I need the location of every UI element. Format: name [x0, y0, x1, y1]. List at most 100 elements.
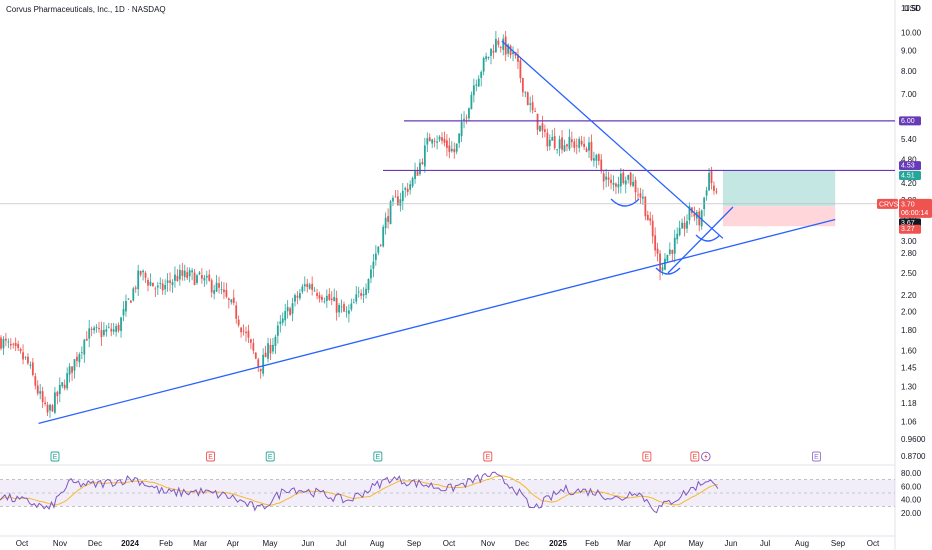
time-tick: Aug — [795, 539, 809, 548]
candle — [595, 153, 598, 169]
candle — [210, 278, 213, 298]
candle — [171, 279, 174, 293]
candle — [323, 297, 326, 304]
target-tag: 4.51 — [899, 170, 921, 180]
candle — [274, 334, 277, 354]
candle — [235, 301, 238, 324]
candle — [242, 324, 245, 336]
candle — [27, 353, 29, 366]
candle — [34, 373, 37, 390]
candle — [477, 75, 480, 87]
candle — [357, 286, 360, 298]
candle — [186, 267, 189, 280]
candle — [230, 298, 233, 305]
earnings-marker[interactable]: E — [373, 451, 383, 462]
candle — [541, 115, 544, 138]
time-tick: May — [688, 539, 703, 548]
candle — [22, 344, 24, 365]
candle — [490, 48, 492, 65]
candle — [661, 264, 664, 276]
candle — [654, 227, 657, 257]
candle — [590, 134, 593, 162]
candle — [338, 302, 340, 318]
candle — [360, 289, 363, 300]
earnings-marker[interactable]: E — [690, 451, 700, 462]
candle — [2, 336, 5, 356]
candle — [132, 286, 135, 302]
candle — [624, 176, 627, 194]
candle — [423, 137, 426, 173]
candle — [103, 322, 105, 337]
earnings-marker[interactable]: E — [642, 451, 652, 462]
candle — [683, 216, 686, 237]
candle — [76, 351, 78, 367]
candle — [100, 321, 103, 346]
earnings-marker[interactable]: E — [50, 451, 60, 462]
time-tick: Jul — [760, 539, 770, 548]
candle — [531, 95, 534, 114]
candle — [713, 181, 715, 195]
candle — [664, 253, 666, 271]
candle — [399, 192, 402, 212]
candle — [521, 77, 524, 97]
candle — [159, 277, 162, 290]
time-tick: Sep — [407, 539, 422, 548]
candle — [639, 187, 642, 204]
candle — [499, 45, 502, 53]
time-tick: Apr — [654, 539, 667, 548]
candle — [36, 380, 39, 396]
candle — [453, 142, 456, 159]
candle — [536, 113, 539, 135]
candle — [115, 323, 118, 337]
candle — [426, 132, 429, 153]
candle — [627, 174, 630, 184]
candle — [406, 182, 409, 196]
candle — [301, 284, 304, 294]
candle — [321, 294, 323, 303]
candle — [583, 136, 585, 151]
candlestick-series — [0, 30, 718, 418]
trendline[interactable] — [501, 40, 724, 239]
time-axis[interactable]: Oct Nov Dec 2024 Feb Mar Apr May Jun Jul Aug Sep Oct… — [16, 539, 880, 548]
price-tick: 0.8700 — [901, 452, 926, 461]
candle — [127, 298, 130, 301]
earnings-marker[interactable]: E — [206, 451, 216, 462]
candle — [404, 186, 407, 198]
candle — [88, 320, 91, 348]
candle — [188, 267, 191, 283]
currency-label: USD — [904, 4, 921, 13]
candle — [411, 176, 414, 188]
svg-text:6.00: 6.00 — [901, 118, 915, 125]
price-tick: 3.00 — [901, 237, 917, 246]
time-tick: Oct — [867, 539, 880, 548]
candle — [649, 211, 652, 226]
rsi-tick: 60.00 — [901, 482, 922, 491]
rsi-ma-line — [0, 475, 718, 506]
lightning-icon[interactable] — [701, 451, 711, 462]
candle — [340, 299, 343, 313]
candle — [612, 175, 615, 192]
candle — [299, 288, 301, 301]
price-tick: 2.50 — [901, 269, 917, 278]
candle — [350, 298, 353, 312]
earnings-marker[interactable]: E — [265, 451, 275, 462]
candle — [147, 277, 149, 292]
candle — [593, 151, 595, 167]
candle — [573, 138, 576, 153]
price-tags: 6.00 4.53 4.51 CRVS 3.70 06:00:14 3.673.27 — [877, 116, 932, 234]
candle — [580, 135, 583, 147]
candle — [605, 168, 608, 188]
candle — [257, 357, 260, 373]
candle — [693, 206, 696, 222]
candle — [497, 37, 500, 48]
price-tick: 10.00 — [901, 28, 922, 37]
price-tick: 5.40 — [901, 135, 917, 144]
candle — [416, 166, 419, 176]
candle — [93, 325, 95, 334]
candle — [276, 321, 279, 344]
trendline[interactable] — [38, 218, 836, 424]
earnings-marker[interactable]: E — [483, 451, 493, 462]
earnings-marker[interactable]: E — [812, 451, 821, 462]
